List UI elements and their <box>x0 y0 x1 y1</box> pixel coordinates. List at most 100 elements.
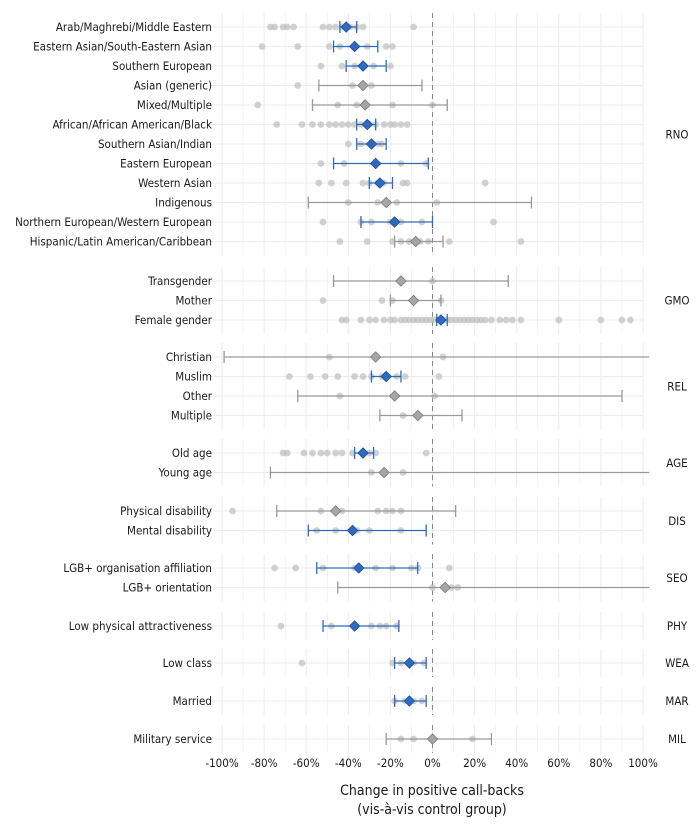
group-labels: RNO GMO REL AGE DIS SEO PHY WEA MAR MIL <box>664 127 689 746</box>
estimate-diamond <box>348 40 361 53</box>
category-label: Married <box>173 694 212 708</box>
study-dot <box>338 449 346 457</box>
study-dot <box>332 449 340 457</box>
study-dot <box>292 564 300 572</box>
category-label: Southern Asian/Indian <box>98 137 212 151</box>
study-dot <box>300 449 308 457</box>
study-dot <box>372 316 380 324</box>
category-label: Mental disability <box>127 524 212 538</box>
study-dot <box>403 179 411 187</box>
category-label: Arab/Maghrebi/Middle Eastern <box>56 20 212 34</box>
category-label: Low class <box>163 656 212 670</box>
group-label-phy: PHY <box>667 619 688 633</box>
group-label-seo: SEO <box>666 571 687 585</box>
study-dot <box>380 121 388 128</box>
estimate-diamond <box>357 447 369 459</box>
study-dot <box>315 179 323 187</box>
study-dot <box>401 373 409 380</box>
study-dot <box>338 62 346 70</box>
study-dot <box>359 373 367 380</box>
estimate-diamond <box>348 620 361 632</box>
estimate-diamond <box>380 370 392 383</box>
study-dot <box>271 23 279 31</box>
study-dot <box>307 373 314 380</box>
estimate-diamond <box>395 275 407 287</box>
study-dot <box>283 449 291 457</box>
study-dot <box>481 179 489 187</box>
category-label: Northern European/Western European <box>15 215 212 229</box>
category-label: Eastern European <box>120 157 212 171</box>
study-dot <box>359 23 367 31</box>
x-tick-label: -100% <box>205 756 238 770</box>
study-dot <box>229 507 236 515</box>
category-label: Military service <box>133 732 212 746</box>
category-label: Transgender <box>147 274 213 288</box>
category-label: Mixed/Multiple <box>137 98 212 112</box>
study-dot <box>294 43 302 50</box>
study-dot <box>488 316 495 324</box>
study-dot <box>403 121 411 128</box>
study-dot <box>319 23 327 31</box>
study-dot <box>496 316 504 324</box>
study-dot <box>325 43 333 50</box>
study-dot <box>357 316 365 324</box>
x-tick-label: 20% <box>463 756 486 770</box>
estimate-diamond <box>388 390 401 402</box>
study-dot <box>342 316 350 324</box>
x-tick-label: -20% <box>377 756 404 770</box>
study-dot <box>382 43 390 50</box>
study-dot <box>323 449 331 457</box>
study-dot <box>342 179 350 187</box>
study-dot <box>258 43 266 50</box>
category-label: Southern European <box>112 59 212 73</box>
estimate-diamond <box>329 505 342 517</box>
study-dot <box>378 297 386 304</box>
study-dot <box>325 23 333 31</box>
group-label-rel: REL <box>667 379 687 393</box>
estimate-layer <box>329 21 451 745</box>
study-dot <box>325 121 333 128</box>
estimate-diamond <box>357 79 369 92</box>
x-tick-label: 40% <box>505 756 528 770</box>
study-dot <box>517 238 525 245</box>
study-dot <box>597 316 605 324</box>
x-axis-title-line1: Change in positive call-backs <box>340 783 524 799</box>
group-label-mar: MAR <box>665 694 688 708</box>
study-dot <box>273 121 281 128</box>
study-dot <box>502 316 510 324</box>
category-label: Christian <box>166 350 212 364</box>
study-dot <box>344 121 352 128</box>
study-dot <box>445 564 453 572</box>
study-dot <box>338 121 346 128</box>
x-tick-label: 60% <box>547 756 570 770</box>
x-tick-label: 80% <box>589 756 612 770</box>
estimate-diamond <box>361 118 374 131</box>
study-dot <box>334 373 342 380</box>
estimate-diamond <box>357 60 369 72</box>
study-dot <box>321 373 329 380</box>
study-dot <box>397 121 405 128</box>
study-dot <box>277 622 285 630</box>
study-dot <box>363 238 371 245</box>
x-tick-label: -40% <box>335 756 362 770</box>
study-dot <box>328 179 335 187</box>
study-dot <box>290 23 297 31</box>
category-label: Asian (generic) <box>134 79 212 93</box>
estimate-diamond <box>407 294 420 307</box>
x-tick-label: 0% <box>424 756 441 770</box>
estimate-diamond <box>374 177 386 189</box>
study-dot <box>285 373 293 380</box>
estimate-diamond <box>380 196 392 209</box>
estimate-diamond <box>369 351 382 363</box>
estimate-diamond <box>369 157 382 170</box>
category-label: Mother <box>176 294 213 308</box>
study-dot <box>336 238 344 245</box>
x-tick-label: 100% <box>628 756 658 770</box>
study-dot <box>283 23 291 31</box>
estimate-diamond <box>426 733 439 745</box>
study-dot <box>294 82 302 89</box>
category-label: Low physical attractiveness <box>69 619 212 633</box>
study-dot <box>309 449 316 457</box>
study-dot <box>509 316 516 324</box>
